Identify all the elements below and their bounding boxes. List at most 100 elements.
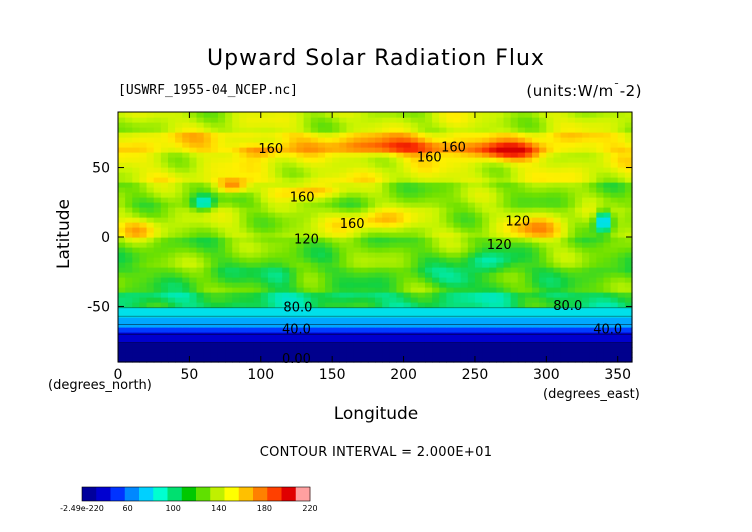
heatmap-cell <box>539 182 547 188</box>
heatmap-cell <box>403 142 412 148</box>
heatmap-cell <box>489 217 497 223</box>
heatmap-cell <box>375 137 383 143</box>
heatmap-cell <box>339 352 348 358</box>
heatmap-cell <box>339 177 348 183</box>
heatmap-cell <box>125 242 133 248</box>
heatmap-cell <box>610 287 619 293</box>
heatmap-cell <box>389 277 398 283</box>
heatmap-cell <box>589 317 597 323</box>
heatmap-cell <box>432 337 440 343</box>
heatmap-cell <box>267 152 276 158</box>
heatmap-cell <box>253 227 262 233</box>
heatmap-cell <box>617 122 626 128</box>
heatmap-cell <box>289 222 298 228</box>
heatmap-cell <box>567 172 576 178</box>
heatmap-cell <box>167 302 176 308</box>
heatmap-cell <box>267 272 276 278</box>
heatmap-cell <box>153 112 162 118</box>
heatmap-cell <box>275 252 283 258</box>
heatmap-cell <box>539 217 547 223</box>
heatmap-cell <box>453 257 462 263</box>
heatmap-cell <box>339 332 348 338</box>
heatmap-cell <box>246 332 255 338</box>
heatmap-cell <box>539 262 547 268</box>
heatmap-cell <box>303 352 312 358</box>
heatmap-cell <box>617 282 626 288</box>
heatmap-cell <box>275 192 283 198</box>
heatmap-cell <box>153 212 162 218</box>
heatmap-cell <box>582 262 590 268</box>
heatmap-cell <box>410 357 419 363</box>
heatmap-cell <box>367 312 376 318</box>
heatmap-cell <box>403 317 412 323</box>
heatmap-cell <box>325 292 333 298</box>
heatmap-cell <box>353 197 362 203</box>
heatmap-cell <box>553 192 562 198</box>
heatmap-cell <box>253 137 262 143</box>
heatmap-cell <box>453 337 462 343</box>
heatmap-cell <box>210 147 219 153</box>
heatmap-cell <box>460 287 469 293</box>
heatmap-cell <box>482 347 490 353</box>
heatmap-cell <box>332 287 340 293</box>
heatmap-cell <box>167 142 176 148</box>
heatmap-cell <box>303 167 312 173</box>
heatmap-cell <box>532 152 540 158</box>
heatmap-cell <box>175 302 183 308</box>
heatmap-cell <box>382 312 390 318</box>
heatmap-cell <box>553 217 562 223</box>
heatmap-cell <box>360 197 369 203</box>
heatmap-cell <box>375 357 383 363</box>
heatmap-cell <box>446 277 455 283</box>
heatmap-cell <box>489 162 497 168</box>
heatmap-cell <box>167 192 176 198</box>
heatmap-cell <box>389 352 398 358</box>
heatmap-cell <box>260 132 269 138</box>
heatmap-cell <box>239 207 248 213</box>
heatmap-cell <box>167 282 176 288</box>
heatmap-cell <box>232 342 240 348</box>
heatmap-cell <box>253 157 262 163</box>
heatmap-cell <box>482 317 490 323</box>
heatmap-cell <box>539 177 547 183</box>
heatmap-cell <box>375 347 383 353</box>
heatmap-cell <box>532 132 540 138</box>
heatmap-cell <box>510 317 519 323</box>
heatmap-cell <box>375 247 383 253</box>
heatmap-cell <box>367 122 376 128</box>
heatmap-cell <box>325 167 333 173</box>
heatmap-cell <box>303 212 312 218</box>
heatmap-cell <box>232 292 240 298</box>
heatmap-cell <box>325 172 333 178</box>
heatmap-cell <box>560 182 569 188</box>
heatmap-cell <box>167 212 176 218</box>
heatmap-cell <box>510 237 519 243</box>
heatmap-cell <box>303 207 312 213</box>
heatmap-cell <box>232 172 240 178</box>
heatmap-cell <box>546 317 555 323</box>
heatmap-cell <box>160 122 169 128</box>
heatmap-cell <box>239 117 248 123</box>
heatmap-cell <box>175 317 183 323</box>
heatmap-cell <box>560 302 569 308</box>
heatmap-cell <box>146 192 155 198</box>
heatmap-cell <box>517 347 526 353</box>
heatmap-cell <box>496 182 505 188</box>
heatmap-cell <box>339 262 348 268</box>
heatmap-cell <box>339 132 348 138</box>
heatmap-cell <box>139 162 148 168</box>
heatmap-cell <box>346 207 355 213</box>
heatmap-cell <box>467 202 476 208</box>
heatmap-cell <box>282 192 290 198</box>
heatmap-cell <box>118 197 126 203</box>
heatmap-cell <box>382 232 390 238</box>
heatmap-cell <box>132 277 141 283</box>
heatmap-cell <box>232 307 240 313</box>
heatmap-cell <box>532 262 540 268</box>
heatmap-cell <box>310 132 319 138</box>
heatmap-cell <box>353 342 362 348</box>
heatmap-cell <box>282 147 290 153</box>
heatmap-cell <box>603 312 612 318</box>
heatmap-cell <box>624 122 633 128</box>
heatmap-cell <box>146 282 155 288</box>
